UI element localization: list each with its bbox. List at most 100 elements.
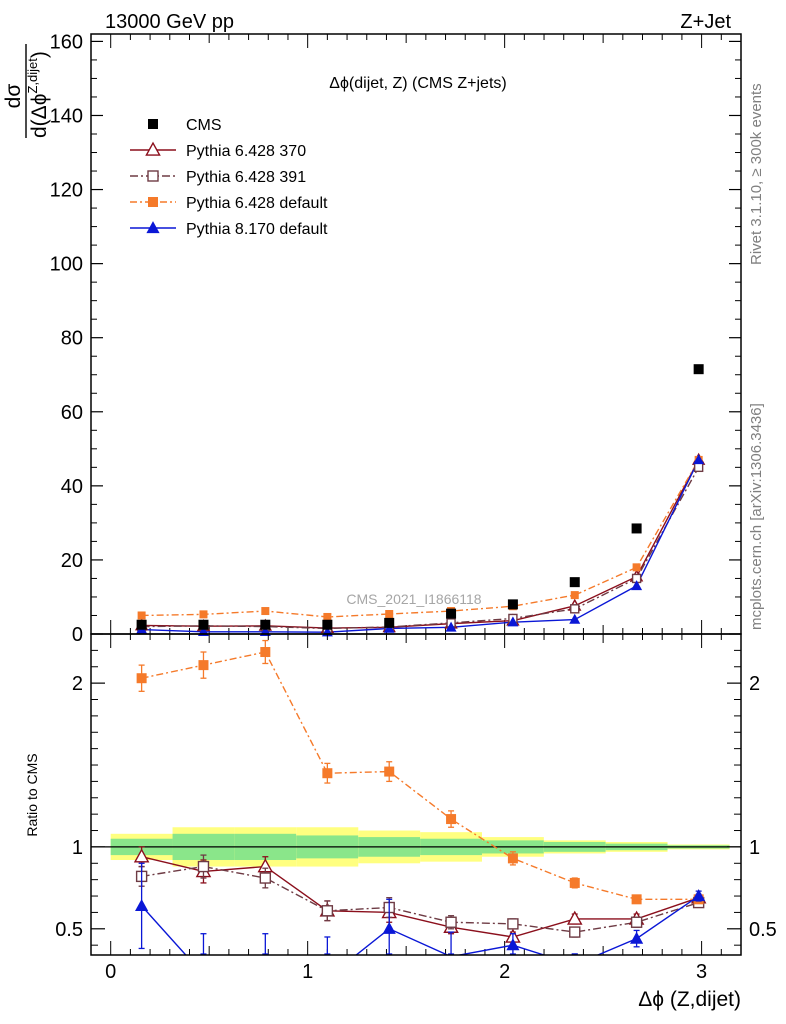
ratio-point-3 — [135, 898, 149, 911]
y-tick-label-main: 40 — [61, 476, 83, 498]
ylabel-ratio: Ratio to CMS — [24, 753, 40, 836]
ratio-point-3 — [692, 889, 706, 902]
series-3-point — [569, 613, 581, 624]
series-2-point — [385, 610, 394, 618]
legend-label-cms: CMS — [186, 117, 222, 134]
legend-marker-3 — [146, 221, 160, 234]
series-line-2 — [141, 459, 700, 618]
series-line-1 — [141, 466, 700, 630]
y-tick-label-ratio: 0.5 — [55, 919, 83, 941]
y-tick-label-ratio: 1 — [72, 837, 83, 859]
ratio-point-1 — [445, 916, 457, 928]
x-tick-label: 0 — [105, 961, 116, 983]
ratio-line-2 — [141, 651, 699, 901]
series-2-point — [323, 612, 332, 621]
ratio-point-2 — [446, 814, 457, 825]
series-line-3 — [141, 459, 700, 633]
ylabel-den-main: d(Δϕ — [28, 94, 51, 138]
ratio-frame — [90, 633, 742, 956]
ratio-point-2 — [507, 853, 518, 864]
ratio-point-2 — [198, 660, 209, 671]
cms-data-point — [260, 619, 271, 630]
process-label: Z+Jet — [680, 11, 731, 33]
y-tick-label-ratio-right: 1 — [749, 837, 760, 859]
y-tick-label-main: 120 — [50, 180, 83, 202]
ratio-point-3 — [506, 938, 520, 951]
x-tick-label: 2 — [499, 961, 510, 983]
series-2-point — [570, 591, 579, 600]
ratio-point-2 — [569, 877, 580, 888]
series-3-point — [445, 621, 457, 632]
ylabel-numerator: dσ — [2, 84, 25, 109]
series-2-point — [199, 610, 208, 619]
main-series-layer — [134, 364, 706, 637]
legend-label-1: Pythia 6.428 391 — [186, 169, 306, 186]
ratio-point-1 — [197, 860, 210, 873]
series-3-point — [693, 454, 705, 465]
legend-label-2: Pythia 6.428 default — [186, 195, 328, 212]
cms-data-point — [631, 523, 642, 534]
energy-label: 13000 GeV pp — [105, 11, 234, 33]
cms-data-point — [507, 599, 518, 610]
ratio-point-1 — [630, 916, 643, 928]
legend-marker-2 — [148, 197, 158, 207]
series-1-point — [693, 462, 704, 473]
ratio-line-0 — [141, 856, 699, 938]
ylabel-denominator: d(ΔϕZ,dijet) — [25, 51, 51, 138]
ratio-axis-ticks: 0.5 0.5 1 1 2 2 — [55, 634, 777, 955]
cms-data-point — [693, 364, 704, 375]
ratio-point-1 — [507, 918, 519, 930]
legend-marker-1 — [147, 170, 159, 182]
ratio-point-1 — [321, 905, 334, 917]
ratio-line-3 — [141, 895, 700, 955]
ratio-point-2 — [136, 673, 147, 684]
ratio-point-0 — [133, 848, 150, 863]
y-tick-label-main: 140 — [50, 105, 83, 127]
series-2-point — [261, 607, 270, 616]
series-3-point — [507, 616, 519, 627]
y-tick-label-main: 80 — [61, 328, 83, 350]
y-tick-label-ratio: 2 — [72, 673, 83, 695]
legend-marker-cms — [148, 119, 158, 129]
legend: CMS Pythia 6.428 370 Pythia 6.428 391 Pythi… — [130, 117, 328, 238]
x-axis-label: Δϕ (Z,dijet) — [638, 988, 741, 1011]
y-tick-label-main: 20 — [61, 550, 83, 572]
mcplots-label: mcplots.cern.ch [arXiv:1306.3436] — [748, 403, 765, 630]
cms-data-point — [198, 619, 209, 630]
legend-label-0: Pythia 6.428 370 — [186, 143, 306, 160]
y-axis-label-main: dσ d(ΔϕZ,dijet) — [2, 44, 51, 138]
cms-data-point — [446, 608, 457, 619]
ratio-point-3 — [630, 931, 644, 944]
y-tick-label-ratio-right: 0.5 — [749, 919, 777, 941]
rivet-label: Rivet 3.1.10, ≥ 300k events — [748, 83, 765, 265]
y-tick-label-main: 160 — [50, 31, 83, 53]
cms-data-point — [569, 577, 580, 588]
y-tick-label-main: 0 — [72, 624, 83, 646]
legend-marker-0 — [145, 141, 161, 156]
y-tick-label-main: 60 — [61, 402, 83, 424]
series-2-point — [632, 563, 641, 572]
cms-data-point — [136, 619, 147, 630]
y-tick-label-ratio-right: 2 — [749, 673, 760, 695]
ratio-series-layer — [133, 639, 707, 955]
ratio-point-1 — [259, 872, 272, 884]
ratio-point-0 — [566, 910, 583, 925]
ratio-line-1 — [141, 865, 699, 933]
series-1-point — [570, 604, 580, 614]
ylabel-den-sup: Z,dijet — [25, 58, 40, 94]
x-tick-label: 3 — [696, 961, 707, 983]
ratio-point-1 — [569, 926, 581, 938]
ratio-clipped — [133, 639, 707, 955]
watermark: CMS_2021_I1866118 — [346, 591, 481, 607]
ratio-point-2 — [384, 766, 395, 777]
ylabel-den-close: ) — [28, 51, 51, 58]
cms-data-point — [322, 619, 333, 630]
main-axis-ticks: 0 20 40 60 80 100 120 140 160 — [50, 31, 741, 646]
cms-data-point — [384, 617, 395, 628]
ratio-point-2 — [322, 768, 333, 779]
series-2-point — [137, 611, 146, 620]
legend-label-3: Pythia 8.170 default — [186, 221, 328, 238]
plot-title: Δϕ(dijet, Z) (CMS Z+jets) — [329, 75, 506, 92]
x-tick-label: 1 — [302, 961, 313, 983]
